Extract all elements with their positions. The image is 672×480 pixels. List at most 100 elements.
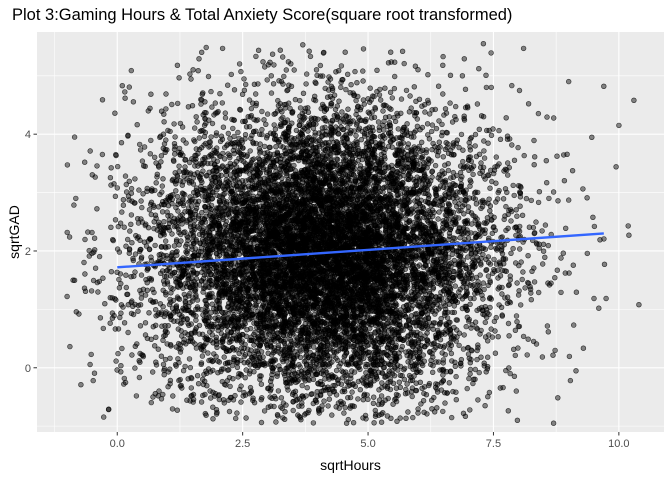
scatter-point [573, 368, 579, 374]
scatter-point [432, 162, 439, 169]
scatter-point [181, 173, 187, 180]
scatter-point [432, 311, 438, 317]
scatter-point [442, 106, 449, 112]
scatter-point [357, 387, 363, 393]
scatter-point [268, 90, 275, 96]
scatter-point [279, 175, 285, 182]
scatter-point [473, 274, 480, 281]
scatter-point [118, 363, 124, 369]
scatter-point [132, 365, 138, 371]
scatter-point [533, 219, 539, 225]
scatter-point [504, 189, 510, 196]
scatter-point [474, 101, 481, 107]
scatter-point [251, 128, 257, 135]
scatter-point [129, 352, 135, 358]
scatter-point [164, 341, 170, 347]
scatter-point [474, 356, 480, 363]
scatter-point [135, 308, 141, 314]
scatter-point [350, 420, 357, 426]
scatter-point [253, 91, 259, 97]
scatter-point [291, 67, 297, 73]
chart-title: Plot 3:Gaming Hours & Total Anxiety Scor… [12, 6, 513, 24]
scatter-point [461, 332, 467, 338]
scatter-point [113, 358, 119, 364]
scatter-point [300, 90, 307, 97]
scatter-point [290, 407, 296, 414]
scatter-point [210, 404, 216, 410]
scatter-point [483, 84, 490, 91]
scatter-point [225, 397, 232, 403]
scatter-point [345, 106, 351, 112]
scatter-point [500, 384, 506, 391]
scatter-point [341, 410, 347, 416]
scatter-point [339, 109, 345, 115]
scatter-point [589, 134, 595, 141]
scatter-point [560, 250, 566, 256]
scatter-point [134, 121, 140, 128]
scatter-point [436, 139, 442, 145]
scatter-point [498, 234, 504, 241]
scatter-point [426, 380, 433, 387]
scatter-point [441, 112, 447, 118]
scatter-point [360, 46, 367, 52]
scatter-point [138, 198, 144, 204]
scatter-point [472, 143, 478, 149]
scatter-point [140, 352, 146, 358]
scatter-point [163, 91, 169, 97]
scatter-point [192, 125, 198, 131]
scatter-point [459, 73, 466, 79]
scatter-point [336, 67, 342, 74]
scatter-point [299, 382, 305, 389]
scatter-point [378, 97, 384, 103]
scatter-point [442, 352, 448, 358]
scatter-point [259, 126, 265, 133]
scatter-point [390, 401, 396, 407]
scatter-point [310, 420, 317, 426]
scatter-point [136, 187, 142, 193]
scatter-point [172, 134, 178, 140]
scatter-point [411, 84, 417, 90]
scatter-point [91, 235, 98, 241]
scatter-point [225, 130, 232, 137]
scatter-point [234, 364, 241, 370]
scatter-point [531, 154, 538, 160]
scatter-point [516, 246, 523, 252]
scatter-point [138, 290, 145, 297]
scatter-point [158, 353, 165, 359]
scatter-point [260, 59, 266, 65]
scatter-point [108, 269, 115, 275]
scatter-point [521, 152, 527, 159]
scatter-point [97, 315, 104, 321]
scatter-point [194, 119, 200, 125]
scatter-point [429, 122, 436, 128]
scatter-point [119, 209, 125, 215]
scatter-point [496, 127, 502, 134]
scatter-point [128, 221, 134, 228]
scatter-point [410, 414, 416, 421]
scatter-point [368, 372, 374, 379]
scatter-point [196, 56, 202, 62]
scatter-point [193, 317, 199, 323]
scatter-point [280, 54, 286, 60]
scatter-point [392, 118, 399, 125]
scatter-point [489, 178, 495, 185]
scatter-point [241, 76, 247, 82]
scatter-point [503, 115, 509, 121]
scatter-point [471, 295, 477, 302]
scatter-point [452, 283, 458, 289]
scatter-point [175, 100, 181, 107]
scatter-point [167, 128, 173, 135]
scatter-point [195, 381, 202, 387]
scatter-point [292, 96, 299, 103]
scatter-point [123, 189, 130, 195]
scatter-point [148, 137, 154, 144]
scatter-point [400, 172, 406, 179]
scatter-point [162, 356, 169, 363]
scatter-point [439, 121, 445, 128]
scatter-point [221, 156, 228, 162]
scatter-point [580, 186, 586, 192]
scatter-point [247, 148, 253, 154]
scatter-point [122, 89, 128, 95]
scatter-point [170, 393, 176, 399]
scatter-point [375, 119, 382, 125]
